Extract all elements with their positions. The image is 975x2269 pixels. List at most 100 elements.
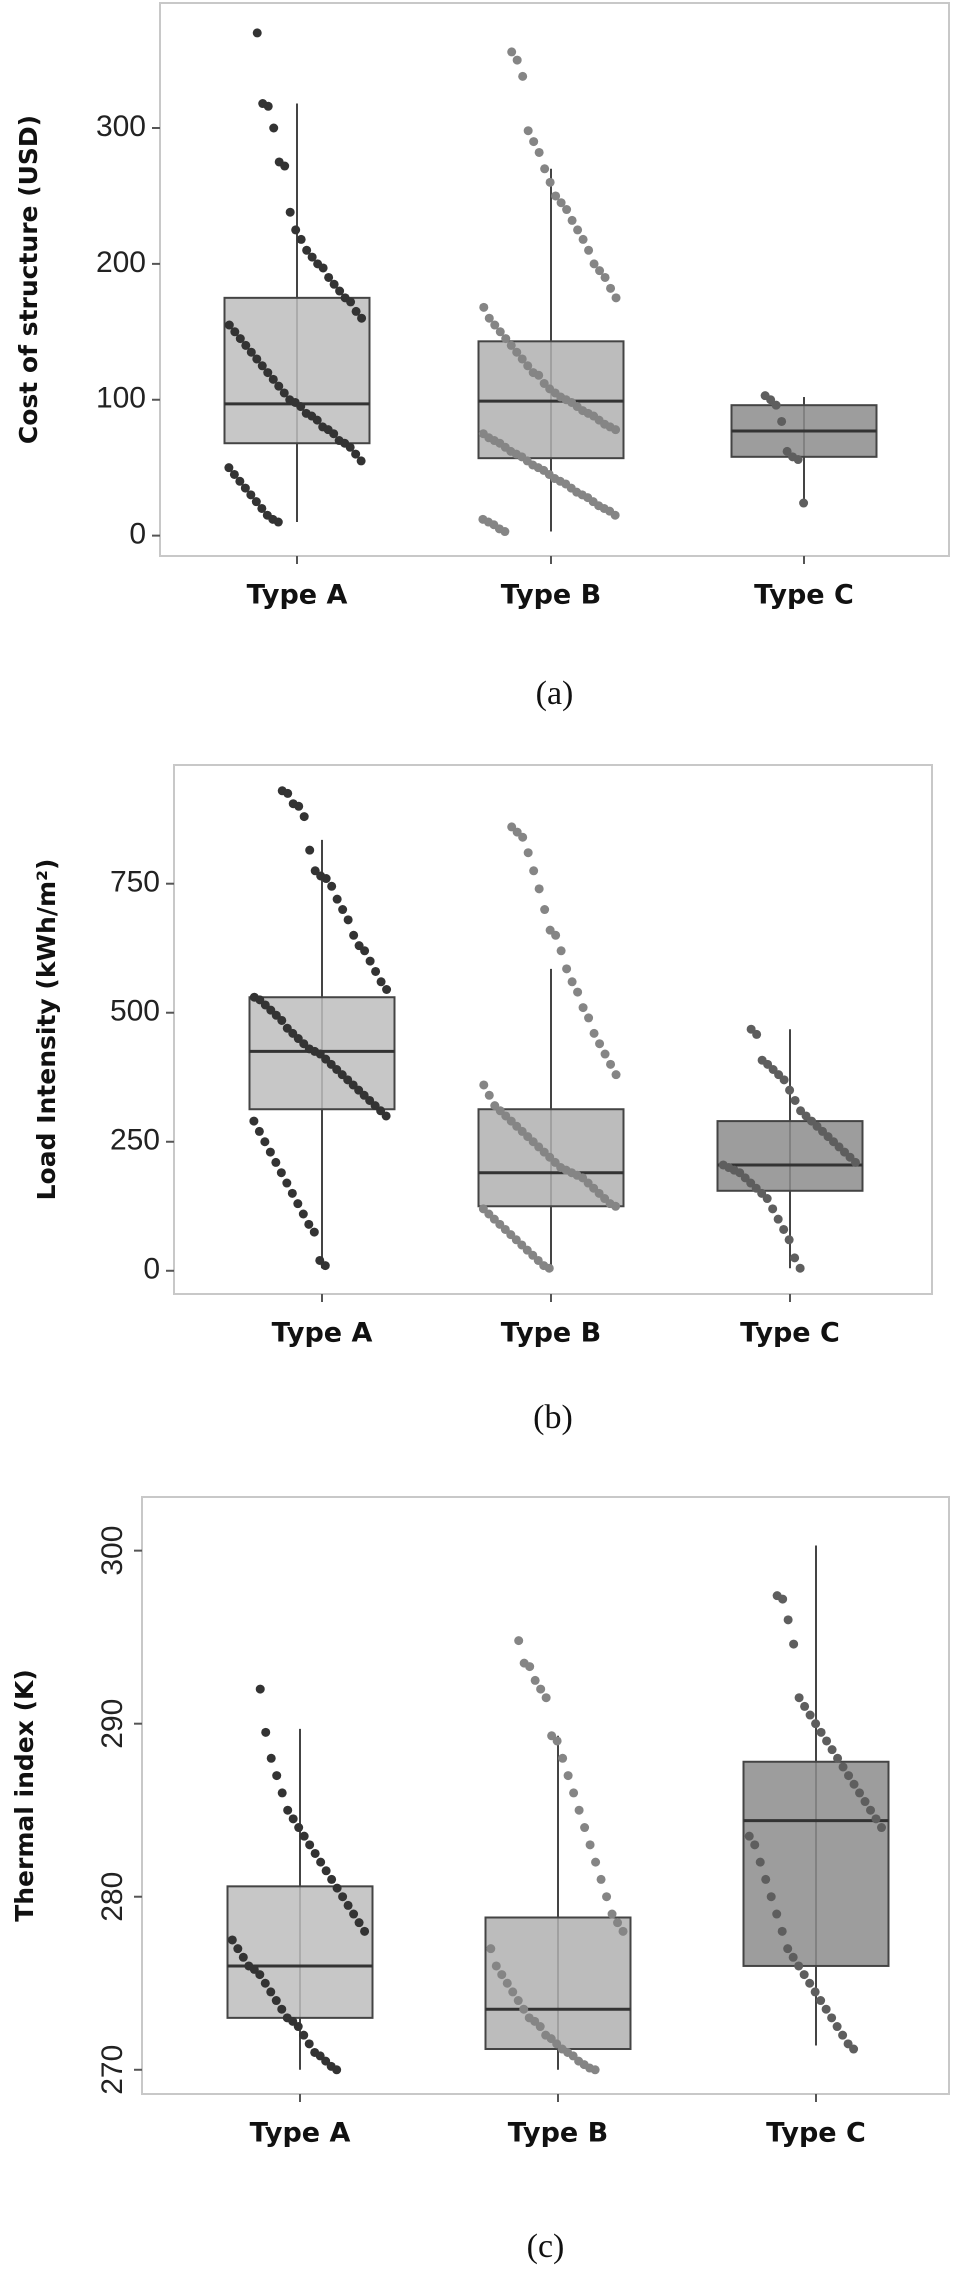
data-point — [283, 1805, 293, 1815]
data-point — [327, 1874, 337, 1884]
data-point — [294, 801, 304, 811]
data-point — [273, 517, 283, 527]
data-point — [346, 297, 356, 307]
data-point — [235, 476, 245, 486]
data-point — [766, 395, 776, 405]
data-point — [279, 388, 289, 398]
data-point — [525, 1662, 535, 1672]
data-point — [573, 225, 583, 235]
data-point — [357, 313, 367, 323]
box — [716, 1120, 864, 1192]
data-point — [305, 1840, 315, 1850]
x-tick-label: Type C — [754, 580, 854, 611]
data-point — [338, 905, 348, 915]
data-point — [309, 1227, 319, 1237]
data-point — [610, 510, 620, 520]
data-point — [535, 2022, 545, 2032]
data-point — [360, 1926, 370, 1936]
y-tick-label: 0 — [129, 518, 146, 551]
data-point — [805, 1978, 815, 1988]
data-point — [613, 1918, 623, 1928]
data-point — [793, 455, 803, 465]
data-point — [269, 123, 279, 133]
data-point — [321, 1866, 331, 1876]
data-point — [354, 1918, 364, 1928]
data-point — [855, 1788, 865, 1798]
x-tick-label: Type B — [501, 580, 601, 611]
data-point — [246, 490, 256, 500]
data-point — [752, 1029, 762, 1039]
data-point — [523, 126, 533, 136]
data-point — [349, 930, 359, 940]
y-axis-label: Cost of structure (USD) — [14, 115, 43, 444]
data-point — [567, 977, 577, 987]
data-point — [573, 987, 583, 997]
data-point — [606, 283, 616, 293]
data-point — [611, 425, 621, 435]
data-point — [755, 1857, 765, 1867]
data-point — [304, 2039, 314, 2049]
data-point — [563, 1771, 573, 1781]
data-point — [779, 1224, 789, 1234]
data-point — [849, 1779, 859, 1789]
plot-frame — [159, 2, 950, 557]
data-point — [272, 1771, 282, 1781]
data-point — [338, 1892, 348, 1902]
x-tick-label: Type B — [501, 1318, 601, 1349]
data-point — [484, 313, 494, 323]
y-tick-label: 100 — [96, 382, 146, 415]
data-point — [351, 449, 361, 459]
data-point — [345, 442, 355, 452]
data-point — [523, 361, 533, 371]
data-point — [277, 1788, 287, 1798]
data-point — [540, 905, 550, 915]
data-point — [305, 845, 315, 855]
data-point — [777, 1926, 787, 1936]
data-point — [589, 1028, 599, 1038]
data-point — [233, 1944, 243, 1954]
data-point — [794, 1693, 804, 1703]
data-point — [288, 1814, 298, 1824]
data-point — [567, 215, 577, 225]
data-point — [562, 205, 572, 215]
data-point — [606, 1059, 616, 1069]
data-point — [260, 1978, 270, 1988]
data-point — [783, 1944, 793, 1954]
data-point — [277, 2004, 287, 2014]
data-point — [849, 2044, 859, 2054]
data-point — [600, 1049, 610, 1059]
y-tick-label: 280 — [96, 1872, 129, 1922]
data-point — [838, 1762, 848, 1772]
data-point — [773, 1214, 783, 1224]
data-point — [611, 293, 621, 303]
data-point — [381, 1111, 391, 1121]
data-point — [335, 286, 345, 296]
data-point — [321, 874, 331, 884]
data-point — [254, 1126, 264, 1136]
data-point — [502, 1978, 512, 1988]
data-point — [349, 1909, 359, 1919]
data-point — [569, 1788, 579, 1798]
data-point — [761, 1874, 771, 1884]
data-point — [529, 137, 539, 147]
data-point — [541, 1693, 551, 1703]
y-tick-label: 250 — [110, 1124, 160, 1157]
data-point — [777, 416, 787, 426]
data-point — [871, 1814, 881, 1824]
data-point — [551, 930, 561, 940]
data-point — [501, 334, 511, 344]
data-point — [507, 47, 517, 57]
data-point — [343, 1900, 353, 1910]
data-point — [298, 1209, 308, 1219]
data-point — [293, 2022, 303, 2032]
data-point — [816, 1727, 826, 1737]
data-point — [518, 832, 528, 842]
data-point — [595, 1039, 605, 1049]
data-point — [800, 1701, 810, 1711]
data-point — [506, 340, 516, 350]
data-point — [540, 164, 550, 174]
data-point — [376, 977, 386, 987]
data-point — [552, 1736, 562, 1746]
data-point — [589, 259, 599, 269]
